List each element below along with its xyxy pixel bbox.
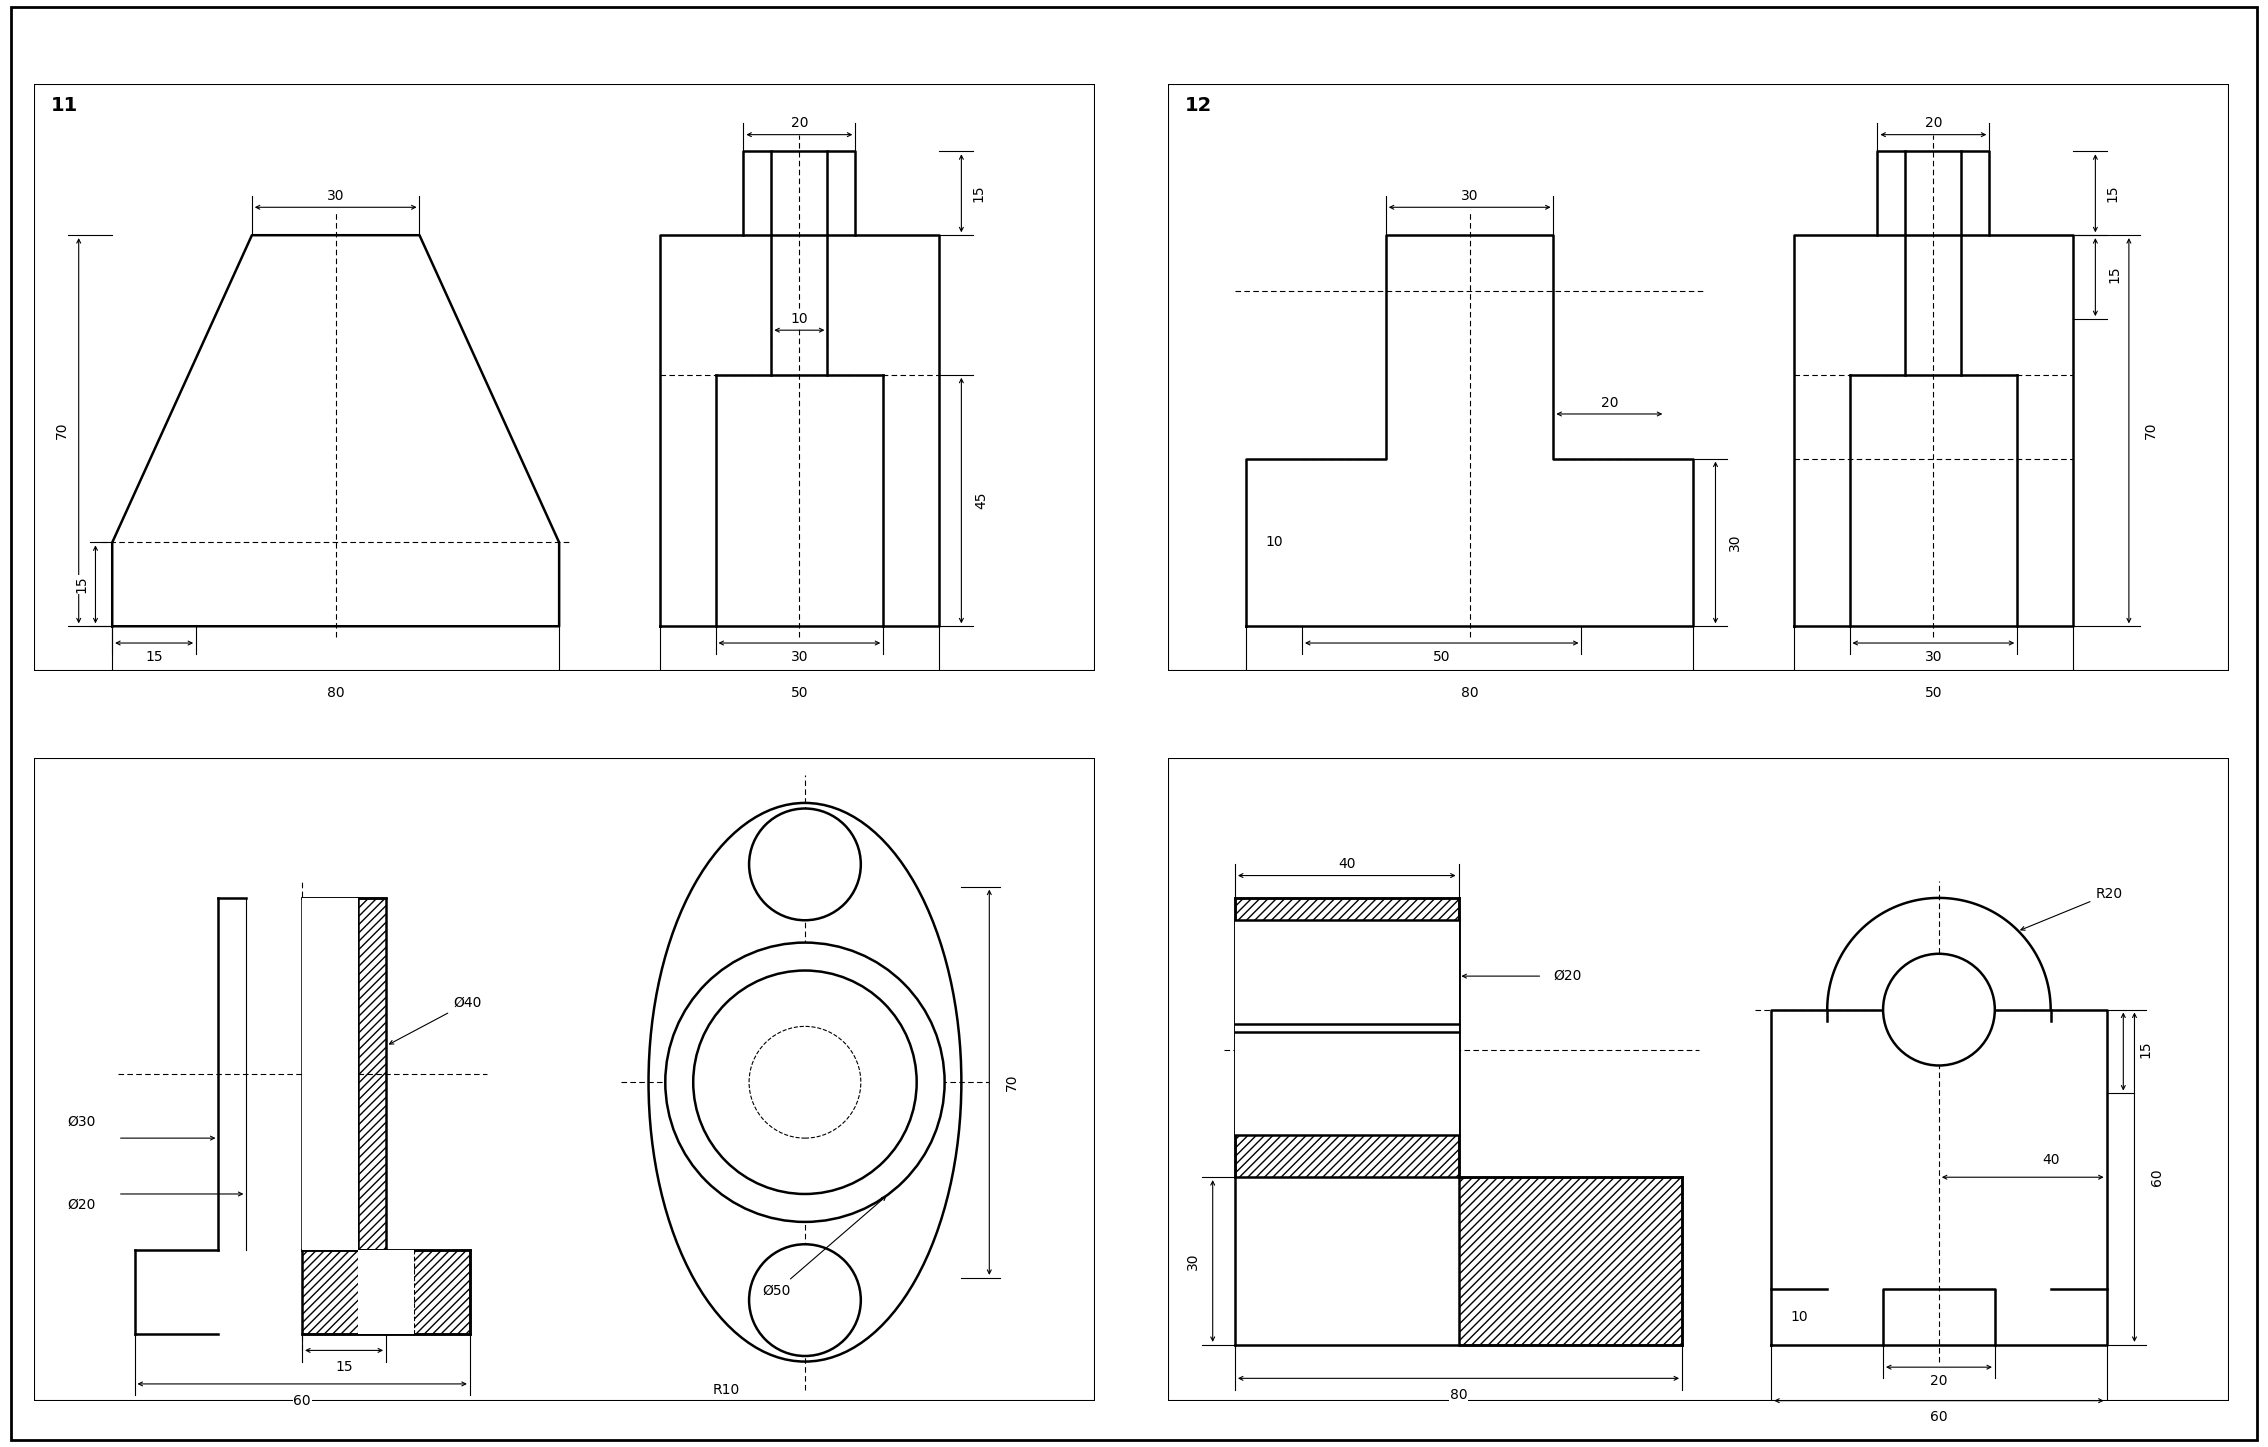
Text: 15: 15: [2139, 1040, 2152, 1058]
Text: 15: 15: [75, 576, 88, 593]
Text: 60: 60: [293, 1393, 311, 1408]
Text: 20: 20: [1601, 396, 1617, 410]
Text: 70: 70: [2143, 423, 2159, 440]
Text: 20: 20: [792, 117, 807, 130]
Text: Ø20: Ø20: [1554, 969, 1581, 983]
Text: 80: 80: [1461, 686, 1479, 700]
Text: 15: 15: [2105, 185, 2118, 203]
Text: 50: 50: [1433, 650, 1452, 664]
Text: 30: 30: [327, 190, 345, 203]
Text: 60: 60: [2150, 1168, 2164, 1187]
Text: 10: 10: [1789, 1310, 1808, 1324]
Circle shape: [748, 809, 862, 920]
Text: 30: 30: [792, 650, 807, 664]
Text: 80: 80: [327, 686, 345, 700]
Text: 10: 10: [1266, 535, 1284, 550]
Text: 10: 10: [792, 313, 807, 326]
Text: 45: 45: [973, 492, 989, 509]
Text: Ø40: Ø40: [390, 996, 481, 1045]
Text: R10: R10: [712, 1382, 739, 1396]
Circle shape: [748, 1244, 862, 1356]
Polygon shape: [1236, 920, 1458, 1032]
Text: 20: 20: [1926, 117, 1941, 130]
Text: 15: 15: [971, 185, 984, 203]
Text: 30: 30: [1926, 650, 1941, 664]
Polygon shape: [302, 1250, 469, 1334]
Text: 80: 80: [1449, 1388, 1467, 1402]
Text: Ø20
2 отв.: Ø20 2 отв.: [1336, 993, 1359, 1026]
Text: 30: 30: [1728, 534, 1742, 551]
Text: Ø30: Ø30: [68, 1114, 95, 1129]
Text: Ø50: Ø50: [762, 1197, 887, 1298]
Circle shape: [665, 942, 943, 1221]
Text: 11: 11: [50, 96, 77, 114]
Circle shape: [694, 971, 916, 1194]
Polygon shape: [1236, 899, 1458, 1178]
Text: 70: 70: [54, 423, 68, 440]
Text: 50: 50: [1926, 686, 1941, 700]
Text: 12: 12: [1184, 96, 1211, 114]
Text: R20: R20: [2021, 887, 2123, 930]
Polygon shape: [302, 899, 386, 1250]
Text: 30: 30: [1186, 1252, 1200, 1270]
Polygon shape: [1236, 1023, 1458, 1136]
Polygon shape: [1458, 1178, 1683, 1344]
Text: 15: 15: [2107, 265, 2123, 284]
Text: 40: 40: [2041, 1153, 2059, 1168]
Ellipse shape: [649, 803, 962, 1362]
Polygon shape: [302, 899, 358, 1250]
Text: 60: 60: [1930, 1411, 1948, 1424]
Text: 20: 20: [1930, 1375, 1948, 1388]
Text: 15: 15: [145, 650, 163, 664]
Text: 70: 70: [1005, 1074, 1018, 1091]
Text: 40: 40: [1338, 858, 1356, 871]
Text: 2отв.Ø10: 2отв.Ø10: [365, 1263, 374, 1317]
Circle shape: [1882, 954, 1996, 1065]
Text: 30: 30: [1461, 190, 1479, 203]
Circle shape: [748, 1026, 862, 1139]
Text: 50: 50: [792, 686, 807, 700]
Text: 15: 15: [336, 1360, 354, 1375]
FancyBboxPatch shape: [358, 1250, 413, 1334]
Text: Ø20: Ø20: [68, 1198, 95, 1213]
